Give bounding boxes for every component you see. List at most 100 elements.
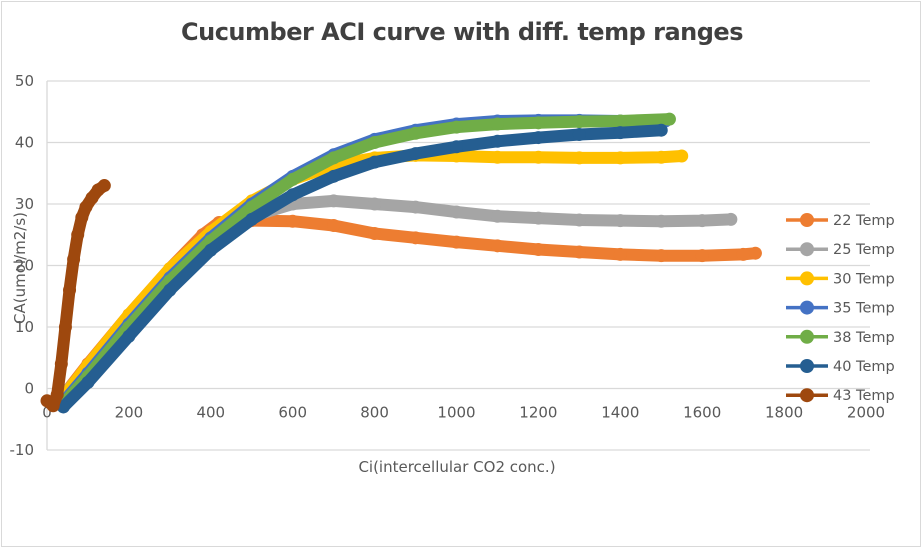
- data-point: [662, 112, 676, 126]
- legend: 22 Temp 25 Temp 30 Temp 35 Temp 38 Temp 40 T…: [786, 213, 895, 404]
- series-line: [53, 214, 762, 407]
- data-point: [531, 243, 545, 257]
- data-point: [450, 120, 463, 134]
- data-point: [572, 245, 586, 259]
- series-group: [40, 112, 762, 414]
- data-point: [67, 252, 81, 266]
- data-point: [490, 209, 504, 223]
- legend-label: 38 Temp: [833, 330, 895, 346]
- y-tick-label: 30: [15, 195, 34, 213]
- data-point: [531, 211, 545, 225]
- y-axis-ticks: -10 0 10 20 30 40 50: [10, 72, 35, 459]
- data-point: [368, 155, 382, 169]
- x-tick-label: 600: [278, 404, 307, 422]
- legend-item: 40 Temp: [786, 359, 895, 375]
- legend-marker: [800, 329, 814, 344]
- legend-item: 43 Temp: [786, 388, 895, 404]
- legend-label: 30 Temp: [833, 271, 895, 287]
- data-point: [327, 151, 341, 165]
- data-point: [245, 200, 259, 214]
- data-point: [654, 150, 668, 164]
- data-point: [572, 115, 586, 129]
- data-point: [695, 249, 709, 263]
- legend-marker: [800, 271, 814, 286]
- series-line: [57, 113, 676, 410]
- x-tick-label: 0: [42, 404, 52, 422]
- data-point: [50, 388, 64, 402]
- y-axis-title: CA(umol/m2/s): [11, 212, 29, 324]
- data-point: [286, 172, 300, 186]
- x-tick-label: 1600: [683, 404, 721, 422]
- data-point: [286, 214, 300, 228]
- data-point: [163, 283, 177, 297]
- legend-item: 25 Temp: [786, 242, 895, 258]
- legend-marker: [800, 388, 814, 403]
- x-tick-label: 200: [115, 404, 144, 422]
- data-point: [613, 151, 627, 165]
- data-point: [245, 212, 259, 226]
- y-tick-label: 20: [15, 257, 34, 275]
- data-point: [409, 231, 423, 245]
- legend-marker: [800, 213, 814, 227]
- data-point: [654, 123, 668, 137]
- y-tick-label: 0: [24, 380, 34, 398]
- legend-label: 40 Temp: [833, 359, 895, 375]
- legend-marker: [800, 242, 814, 257]
- data-point: [748, 246, 762, 260]
- legend-label: 25 Temp: [833, 242, 895, 258]
- y-tick-label: 10: [15, 318, 34, 336]
- data-point: [695, 214, 709, 228]
- legend-marker: [800, 359, 814, 373]
- data-point: [613, 114, 627, 128]
- data-point: [368, 136, 382, 149]
- y-tick-label: -10: [10, 441, 35, 459]
- series-40-temp: [56, 123, 668, 414]
- data-point: [572, 128, 586, 142]
- data-point: [286, 188, 300, 202]
- data-point: [572, 151, 586, 165]
- legend-marker: [800, 300, 814, 315]
- data-point: [71, 228, 85, 242]
- series-30-temp: [54, 148, 689, 407]
- chart-title: Cucumber ACI curve with diff. temp range…: [181, 18, 743, 46]
- legend-label: 22 Temp: [833, 213, 895, 229]
- data-point: [122, 329, 136, 343]
- data-point: [736, 247, 750, 261]
- data-point: [675, 149, 689, 163]
- data-point: [409, 126, 423, 140]
- data-point: [75, 211, 89, 225]
- y-tick-label: 50: [15, 72, 34, 90]
- data-point: [531, 131, 545, 145]
- x-axis-ticks: 0 200 400 600 800 1000 1200 1400 1600 1800 2000: [42, 404, 885, 422]
- data-point: [368, 197, 382, 211]
- data-point: [409, 147, 423, 161]
- x-axis-title: Ci(intercellular CO2 conc.): [358, 458, 555, 476]
- x-tick-label: 1000: [437, 404, 475, 422]
- legend-item: 22 Temp: [786, 213, 895, 229]
- data-point: [654, 249, 668, 263]
- data-point: [613, 247, 627, 261]
- data-point: [63, 283, 77, 297]
- series-line: [57, 124, 668, 413]
- data-point: [450, 140, 463, 154]
- data-point: [490, 150, 504, 164]
- data-point: [97, 179, 111, 193]
- data-point: [81, 375, 95, 389]
- data-point: [531, 116, 545, 130]
- data-point: [654, 214, 668, 228]
- data-point: [368, 227, 382, 241]
- data-point: [724, 212, 738, 226]
- data-point: [46, 399, 60, 413]
- data-point: [450, 235, 463, 249]
- data-point: [409, 200, 423, 214]
- series-43-temp: [40, 179, 111, 413]
- legend-item: 38 Temp: [786, 329, 895, 346]
- x-tick-label: 2000: [847, 404, 885, 422]
- data-point: [79, 200, 93, 214]
- data-point: [490, 134, 504, 148]
- data-point: [58, 320, 72, 334]
- data-point: [572, 213, 586, 227]
- data-point: [327, 219, 341, 233]
- x-tick-label: 400: [196, 404, 225, 422]
